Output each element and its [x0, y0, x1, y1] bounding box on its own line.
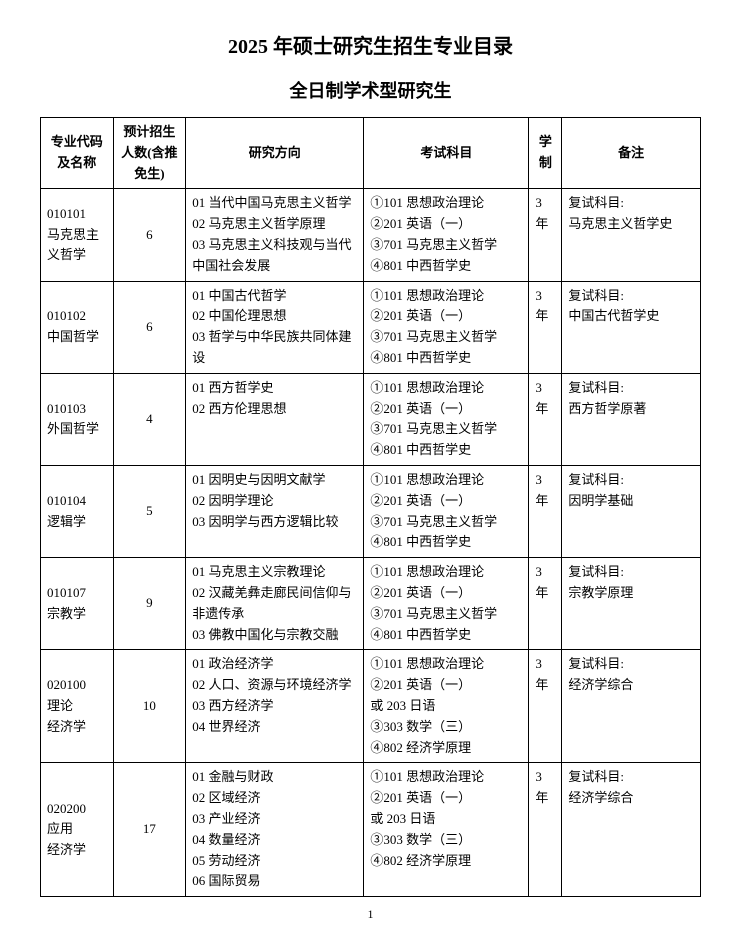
table-header-row: 专业代码及名称 预计招生人数(含推免生) 研究方向 考试科目 学制 备注 [41, 118, 701, 189]
cell-count: 17 [113, 763, 186, 897]
table-row: 020200应用经济学1701 金融与财政02 区域经济03 产业经济04 数量… [41, 763, 701, 897]
cell-direction: 01 金融与财政02 区域经济03 产业经济04 数量经济05 劳动经济06 国… [186, 763, 364, 897]
cell-code: 010102中国哲学 [41, 281, 114, 373]
cell-note: 复试科目:宗教学原理 [562, 558, 701, 650]
cell-note: 复试科目:经济学综合 [562, 650, 701, 763]
cell-count: 6 [113, 189, 186, 281]
cell-duration: 3 年 [529, 650, 562, 763]
page-subtitle: 全日制学术型研究生 [40, 77, 701, 103]
cell-code: 020200应用经济学 [41, 763, 114, 897]
cell-direction: 01 因明史与因明文献学02 因明学理论03 因明学与西方逻辑比较 [186, 465, 364, 557]
table-row: 010102中国哲学601 中国古代哲学02 中国伦理思想03 哲学与中华民族共… [41, 281, 701, 373]
cell-duration: 3 年 [529, 763, 562, 897]
cell-count: 5 [113, 465, 186, 557]
cell-exam: ①101 思想政治理论②201 英语（一）③701 马克思主义哲学④801 中西… [364, 189, 529, 281]
cell-count: 10 [113, 650, 186, 763]
cell-direction: 01 西方哲学史02 西方伦理思想 [186, 373, 364, 465]
cell-note: 复试科目:中国古代哲学史 [562, 281, 701, 373]
cell-direction: 01 中国古代哲学02 中国伦理思想03 哲学与中华民族共同体建设 [186, 281, 364, 373]
cell-duration: 3 年 [529, 373, 562, 465]
col-header-note: 备注 [562, 118, 701, 189]
cell-code: 010101马克思主义哲学 [41, 189, 114, 281]
cell-exam: ①101 思想政治理论②201 英语（一）③701 马克思主义哲学④801 中西… [364, 558, 529, 650]
cell-count: 6 [113, 281, 186, 373]
cell-duration: 3 年 [529, 465, 562, 557]
cell-note: 复试科目:经济学综合 [562, 763, 701, 897]
cell-exam: ①101 思想政治理论②201 英语（一）或 203 日语③303 数学（三）④… [364, 650, 529, 763]
cell-note: 复试科目:西方哲学原著 [562, 373, 701, 465]
cell-code: 010104逻辑学 [41, 465, 114, 557]
cell-count: 4 [113, 373, 186, 465]
table-row: 010101马克思主义哲学601 当代中国马克思主义哲学02 马克思主义哲学原理… [41, 189, 701, 281]
page-number: 1 [40, 907, 701, 922]
cell-count: 9 [113, 558, 186, 650]
col-header-duration: 学制 [529, 118, 562, 189]
table-row: 010107宗教学901 马克思主义宗教理论02 汉藏羌彝走廊民间信仰与非遗传承… [41, 558, 701, 650]
cell-direction: 01 马克思主义宗教理论02 汉藏羌彝走廊民间信仰与非遗传承03 佛教中国化与宗… [186, 558, 364, 650]
cell-direction: 01 当代中国马克思主义哲学02 马克思主义哲学原理03 马克思主义科技观与当代… [186, 189, 364, 281]
cell-exam: ①101 思想政治理论②201 英语（一）③701 马克思主义哲学④801 中西… [364, 373, 529, 465]
cell-duration: 3 年 [529, 281, 562, 373]
col-header-code: 专业代码及名称 [41, 118, 114, 189]
cell-direction: 01 政治经济学02 人口、资源与环境经济学03 西方经济学04 世界经济 [186, 650, 364, 763]
cell-exam: ①101 思想政治理论②201 英语（一）③701 马克思主义哲学④801 中西… [364, 465, 529, 557]
cell-note: 复试科目:马克思主义哲学史 [562, 189, 701, 281]
cell-note: 复试科目:因明学基础 [562, 465, 701, 557]
cell-code: 010107宗教学 [41, 558, 114, 650]
table-body: 010101马克思主义哲学601 当代中国马克思主义哲学02 马克思主义哲学原理… [41, 189, 701, 897]
col-header-direction: 研究方向 [186, 118, 364, 189]
col-header-exam: 考试科目 [364, 118, 529, 189]
cell-exam: ①101 思想政治理论②201 英语（一）或 203 日语③303 数学（三）④… [364, 763, 529, 897]
col-header-count: 预计招生人数(含推免生) [113, 118, 186, 189]
table-row: 020100理论经济学1001 政治经济学02 人口、资源与环境经济学03 西方… [41, 650, 701, 763]
cell-duration: 3 年 [529, 558, 562, 650]
cell-exam: ①101 思想政治理论②201 英语（一）③701 马克思主义哲学④801 中西… [364, 281, 529, 373]
catalog-table: 专业代码及名称 预计招生人数(含推免生) 研究方向 考试科目 学制 备注 010… [40, 117, 701, 897]
table-row: 010103外国哲学401 西方哲学史02 西方伦理思想①101 思想政治理论②… [41, 373, 701, 465]
page-title: 2025 年硕士研究生招生专业目录 [40, 30, 701, 59]
table-row: 010104逻辑学501 因明史与因明文献学02 因明学理论03 因明学与西方逻… [41, 465, 701, 557]
cell-code: 010103外国哲学 [41, 373, 114, 465]
cell-duration: 3 年 [529, 189, 562, 281]
cell-code: 020100理论经济学 [41, 650, 114, 763]
